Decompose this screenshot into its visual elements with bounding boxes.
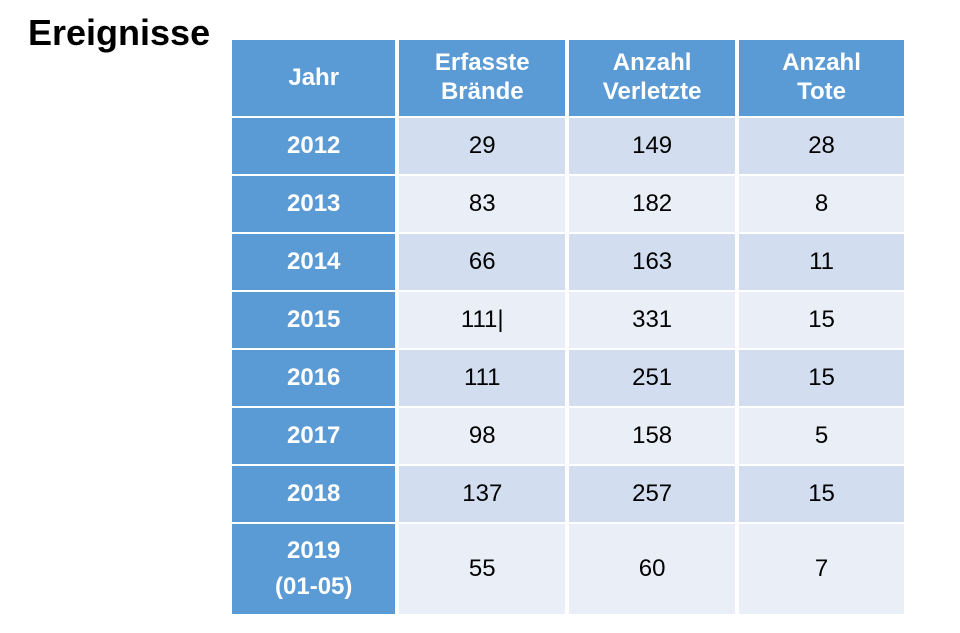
events-table-container: Jahr ErfassteBrände AnzahlVerletzte Anza… xyxy=(228,38,908,616)
cell-year: 2016 xyxy=(232,350,395,406)
cell-tote: 15 xyxy=(739,292,904,348)
cell-verletzte: 163 xyxy=(569,234,735,290)
cell-braende: 98 xyxy=(399,408,565,464)
cell-braende: 55 xyxy=(399,524,565,614)
cell-year: 2017 xyxy=(232,408,395,464)
table-row: 2014 66 163 11 xyxy=(232,234,904,290)
cell-year: 2012 xyxy=(232,118,395,174)
col-header-verletzte: AnzahlVerletzte xyxy=(569,40,735,116)
cell-verletzte: 182 xyxy=(569,176,735,232)
cell-braende: 29 xyxy=(399,118,565,174)
table-row: 2012 29 149 28 xyxy=(232,118,904,174)
cell-braende: 111 xyxy=(399,350,565,406)
cell-verletzte: 251 xyxy=(569,350,735,406)
cell-year: 2018 xyxy=(232,466,395,522)
cell-tote: 11 xyxy=(739,234,904,290)
cell-year: 2015 xyxy=(232,292,395,348)
cell-tote: 8 xyxy=(739,176,904,232)
cell-braende: 137 xyxy=(399,466,565,522)
table-row: 2018 137 257 15 xyxy=(232,466,904,522)
cell-verletzte: 149 xyxy=(569,118,735,174)
table-row: 2019(01-05) 55 60 7 xyxy=(232,524,904,614)
cell-braende: 83 xyxy=(399,176,565,232)
cell-braende: 111| xyxy=(399,292,565,348)
table-row: 2016 111 251 15 xyxy=(232,350,904,406)
table-row: 2013 83 182 8 xyxy=(232,176,904,232)
table-row: 2015 111| 331 15 xyxy=(232,292,904,348)
cell-tote: 5 xyxy=(739,408,904,464)
cell-verletzte: 331 xyxy=(569,292,735,348)
events-table: Jahr ErfassteBrände AnzahlVerletzte Anza… xyxy=(228,38,908,616)
col-header-tote: AnzahlTote xyxy=(739,40,904,116)
col-header-year: Jahr xyxy=(232,40,395,116)
cell-year: 2013 xyxy=(232,176,395,232)
cell-verletzte: 60 xyxy=(569,524,735,614)
cell-tote: 15 xyxy=(739,350,904,406)
table-row: 2017 98 158 5 xyxy=(232,408,904,464)
cell-braende: 66 xyxy=(399,234,565,290)
page-title: Ereignisse xyxy=(28,12,210,54)
cell-tote: 7 xyxy=(739,524,904,614)
cell-tote: 28 xyxy=(739,118,904,174)
cell-year: 2019(01-05) xyxy=(232,524,395,614)
table-header-row: Jahr ErfassteBrände AnzahlVerletzte Anza… xyxy=(232,40,904,116)
cell-tote: 15 xyxy=(739,466,904,522)
cell-year: 2014 xyxy=(232,234,395,290)
cell-verletzte: 158 xyxy=(569,408,735,464)
col-header-braende: ErfassteBrände xyxy=(399,40,565,116)
cell-verletzte: 257 xyxy=(569,466,735,522)
